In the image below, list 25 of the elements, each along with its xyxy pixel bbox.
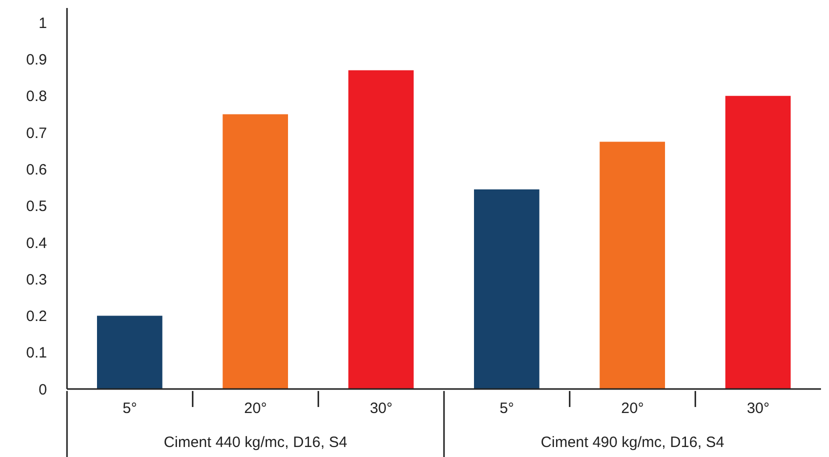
x-tick-label: 5° xyxy=(122,400,138,417)
y-tick-label: 0.3 xyxy=(26,271,47,288)
bar xyxy=(222,114,288,389)
bar xyxy=(474,189,540,389)
text: Ciment 440 kg/mc, D16, S4 xyxy=(164,434,348,451)
y-tick-label: 0.9 xyxy=(26,52,47,69)
y-tick-label: 0.2 xyxy=(26,308,47,326)
y-tick-label: 0.8 xyxy=(26,88,47,106)
text: Ciment 490 kg/mc, D16, S4 xyxy=(540,434,724,451)
y-tick-label: 0.6 xyxy=(26,162,47,179)
x-tick-label: 5° xyxy=(500,400,514,417)
bar xyxy=(97,316,162,389)
bar xyxy=(600,142,666,389)
y-tick-label: 0.4 xyxy=(26,234,47,252)
y-tick-label: 0.7 xyxy=(26,124,47,142)
y-tick-label: 0 xyxy=(38,381,47,398)
y-tick-label: 0.1 xyxy=(26,344,47,362)
x-tick-label: 20° xyxy=(244,400,267,417)
x-tick-label: 30° xyxy=(746,400,770,417)
bar xyxy=(725,96,791,389)
x-tick-label: 30° xyxy=(370,400,393,417)
y-tick-label: 1 xyxy=(38,14,47,32)
bar xyxy=(348,70,414,389)
y-tick-label: 0.5 xyxy=(26,198,47,216)
x-tick-label: 20° xyxy=(621,400,644,417)
